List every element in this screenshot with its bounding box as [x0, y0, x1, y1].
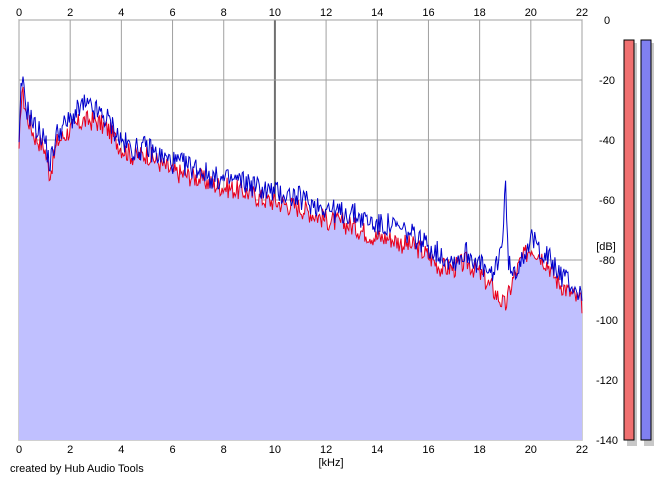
x-tick-label-bottom: 0: [16, 444, 22, 456]
x-tick-label-bottom: 6: [169, 444, 175, 456]
x-tick-label-top: 14: [371, 7, 383, 19]
x-tick-label-bottom: 14: [371, 444, 383, 456]
x-tick-labels-top: 0 2 4 6 8 10 12 14 16 18 20 22: [16, 7, 588, 19]
y-tick-label: -120: [596, 375, 618, 387]
x-tick-label-top: 12: [320, 7, 332, 19]
x-tick-label-bottom: 18: [474, 444, 486, 456]
y-axis-label: [dB]: [596, 241, 616, 253]
x-tick-label-bottom: 4: [118, 444, 124, 456]
left-level-meter: [623, 39, 635, 441]
x-tick-label-bottom: 2: [67, 444, 73, 456]
right-channel-line: [18, 76, 583, 301]
x-tick-label-bottom: 10: [269, 444, 281, 456]
y-tick-label: -100: [596, 315, 618, 327]
x-tick-label-top: 4: [118, 7, 124, 19]
x-axis-label: [kHz]: [318, 457, 343, 469]
y-tick-label: -60: [599, 195, 615, 207]
x-tick-label-bottom: 8: [221, 444, 227, 456]
x-tick-label-bottom: 22: [576, 444, 588, 456]
x-tick-label-top: 20: [525, 7, 537, 19]
y-tick-label: -80: [599, 255, 615, 267]
x-tick-label-bottom: 16: [422, 444, 434, 456]
right-level-meter: [640, 39, 652, 441]
x-tick-label-bottom: 12: [320, 444, 332, 456]
x-tick-label-top: 18: [474, 7, 486, 19]
x-tick-label-top: 2: [67, 7, 73, 19]
x-tick-label-top: 16: [422, 7, 434, 19]
spectrum-fill: [19, 87, 582, 440]
x-tick-labels-bottom: 0 2 4 6 8 10 12 14 16 18 20 22: [16, 444, 588, 456]
x-tick-label-top: 8: [221, 7, 227, 19]
credit-text: created by Hub Audio Tools: [10, 463, 144, 475]
y-tick-label: -20: [599, 75, 615, 87]
left-channel-line: [18, 86, 583, 314]
x-tick-label-top: 6: [169, 7, 175, 19]
x-tick-label-top: 10: [269, 7, 281, 19]
x-tick-label-top: 0: [16, 7, 22, 19]
y-tick-label: 0: [604, 15, 610, 27]
y-tick-label: -140: [596, 435, 618, 447]
y-tick-labels: 0 -20 -40 -60 -80 -100 -120 -140: [596, 15, 618, 447]
x-tick-label-top: 22: [576, 7, 588, 19]
x-tick-label-bottom: 20: [525, 444, 537, 456]
y-tick-label: -40: [599, 135, 615, 147]
